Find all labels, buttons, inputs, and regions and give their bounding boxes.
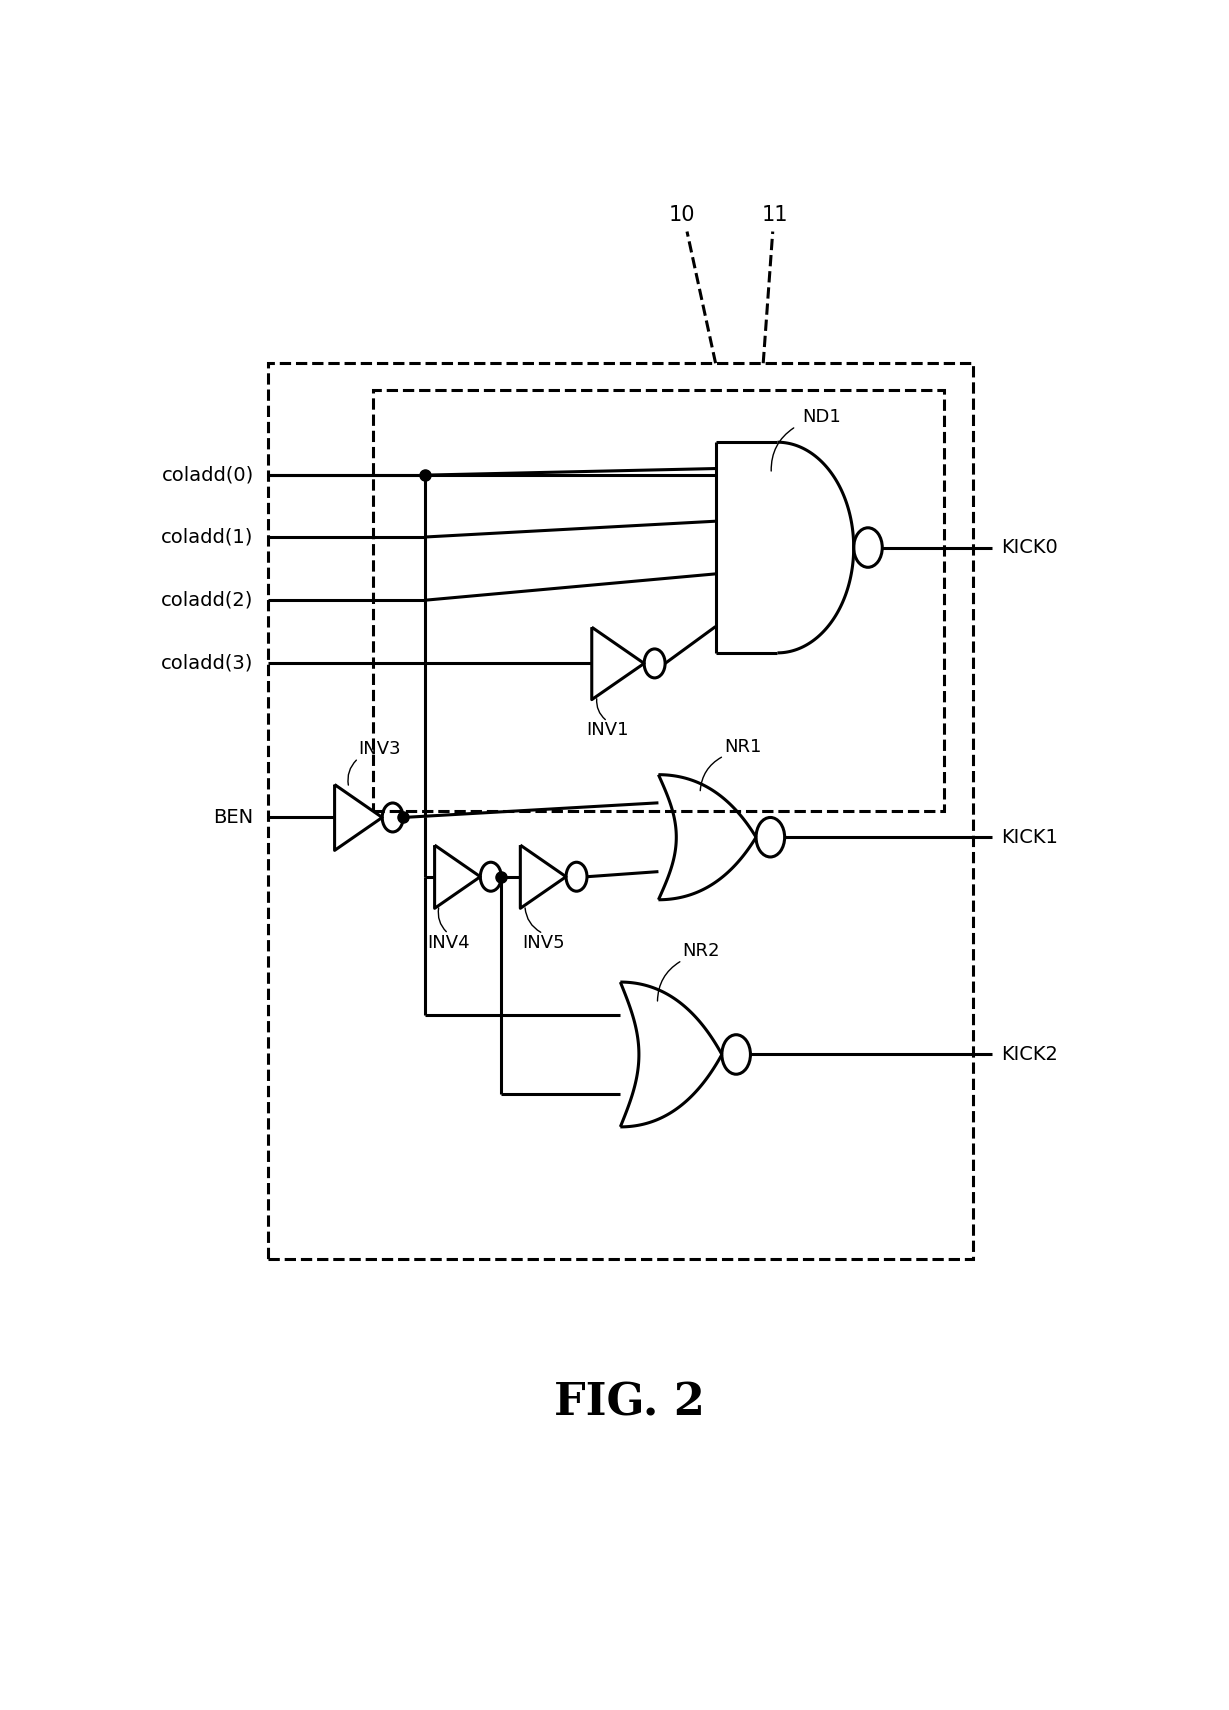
Bar — [372, 390, 944, 811]
Bar — [268, 363, 973, 1259]
Text: ND1: ND1 — [803, 409, 841, 426]
Text: FIG. 2: FIG. 2 — [554, 1382, 705, 1424]
Text: KICK1: KICK1 — [1002, 828, 1058, 846]
Text: NR1: NR1 — [724, 739, 761, 756]
Text: 11: 11 — [762, 205, 788, 226]
Text: coladd(3): coladd(3) — [161, 653, 253, 674]
Text: INV4: INV4 — [426, 934, 469, 951]
Text: BEN: BEN — [214, 807, 253, 828]
Text: NR2: NR2 — [682, 942, 720, 961]
Text: KICK2: KICK2 — [1002, 1045, 1058, 1064]
Text: INV1: INV1 — [586, 722, 629, 739]
Text: coladd(2): coladd(2) — [161, 590, 253, 610]
Text: 10: 10 — [669, 205, 696, 226]
Text: INV3: INV3 — [359, 740, 401, 758]
Text: coladd(0): coladd(0) — [161, 465, 253, 484]
Text: INV5: INV5 — [522, 934, 564, 951]
Text: coladd(1): coladd(1) — [161, 527, 253, 547]
Text: KICK0: KICK0 — [1002, 539, 1058, 557]
